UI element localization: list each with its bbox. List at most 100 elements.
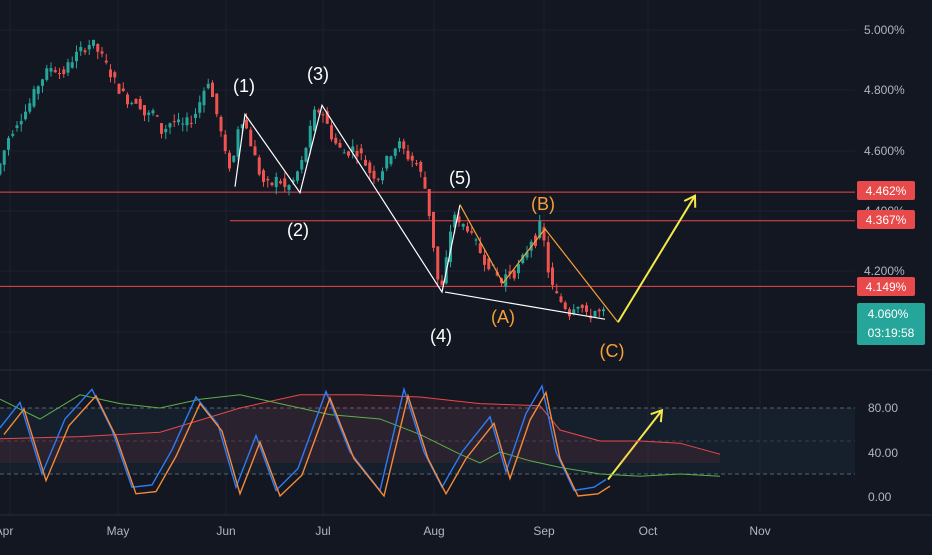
candle-body [580,304,584,309]
candle-body [53,70,57,73]
wave-label-1: (1) [233,76,255,96]
candle-body [410,155,414,161]
elliott-wave-drawing[interactable] [234,103,697,481]
price-tick-label: 5.000% [864,23,905,37]
wave-label-5: (5) [449,168,471,188]
candle-body [602,309,605,312]
candle-body [62,69,66,75]
wave-label-a: (A) [491,307,515,327]
candle-body [155,115,159,117]
candle-body [160,123,163,134]
target-arrow[interactable] [617,195,696,323]
candle-body [232,155,236,162]
x-tick-label: Aug [423,524,444,538]
candle-body [325,111,329,124]
x-tick-label: Oct [639,524,658,538]
candle-body [364,159,367,166]
candle-body [317,110,321,113]
oscillator-tick-label: 40.00 [868,446,898,460]
candle-body [334,137,338,144]
candle-body [461,223,465,227]
candle-body [181,123,185,125]
candle-body [2,150,6,165]
candle-body [206,83,210,89]
level-tag-4462: 4.462% [866,184,907,198]
candle-body [257,157,261,175]
candle-body [291,180,295,183]
corrective-labels: (A) (B) (C) [491,194,625,361]
oscillator-red-line [0,394,721,455]
candle-body [11,133,15,136]
wave-label-b: (B) [531,194,555,214]
candle-body [555,291,559,294]
oscillator-target-arrow[interactable] [607,409,663,481]
candle-body [368,162,372,173]
candle-body [194,113,197,119]
candle-body [342,152,346,154]
candle-body [440,280,444,285]
wave-label-3: (3) [307,64,329,84]
candle-body [517,264,520,274]
wave-label-4: (4) [430,326,452,346]
current-price-value: 4.060% [868,307,909,321]
candle-body [389,156,393,165]
candle-body [330,125,333,140]
candle-body [121,88,125,91]
candle-body [24,111,27,120]
oscillator-target-arrow-head[interactable] [650,408,664,423]
candlesticks [0,39,605,323]
horizontal-levels[interactable] [0,191,855,287]
wave-labels: (1) (2) (3) (4) (5) [233,64,471,346]
level-tag-bg [857,210,915,229]
horizontal-grid [0,29,855,333]
candle-body [423,177,427,189]
candle-body [559,296,563,302]
candle-body [83,50,87,53]
candle-body [32,89,36,107]
impulse-wave-path[interactable] [234,103,461,294]
wave-label-2: (2) [287,220,309,240]
corrective-wave-path[interactable] [459,204,619,323]
candle-body [296,171,299,181]
candle-body [211,82,214,97]
candle-body [321,114,325,116]
candle-body [143,105,146,116]
level-tag-bg [857,181,915,200]
channel-line[interactable] [444,291,606,320]
candle-body [36,86,40,94]
candle-body [300,159,304,170]
candle-body [100,51,104,54]
x-axis: Apr May Jun Jul Aug Sep Oct Nov [0,524,771,538]
candle-body [0,163,2,175]
x-tick-label: Jun [216,524,235,538]
candle-body [92,39,95,46]
candle-body [474,239,478,241]
candle-body [249,129,253,147]
level-tag-bg [857,277,915,296]
candle-body [402,141,406,149]
candle-body [593,310,597,317]
candle-body [359,148,363,154]
candle-body [512,270,516,279]
candle-body [253,146,257,156]
candle-body [75,51,78,62]
candle-body [419,161,423,172]
candle-body [287,185,291,190]
candle-body [355,150,359,157]
candle-body [185,117,189,126]
candle-body [525,251,529,258]
oscillator-frame [0,407,855,475]
target-arrow-head[interactable] [683,194,697,208]
candle-body [266,178,270,181]
candle-body [279,181,282,184]
candle-body [202,90,206,106]
candle-body [495,272,499,276]
candle-body [546,242,550,273]
candle-body [376,178,380,180]
candle-body [597,309,601,312]
candle-body [283,178,287,187]
candle-body [478,243,482,254]
candle-body [177,119,180,123]
